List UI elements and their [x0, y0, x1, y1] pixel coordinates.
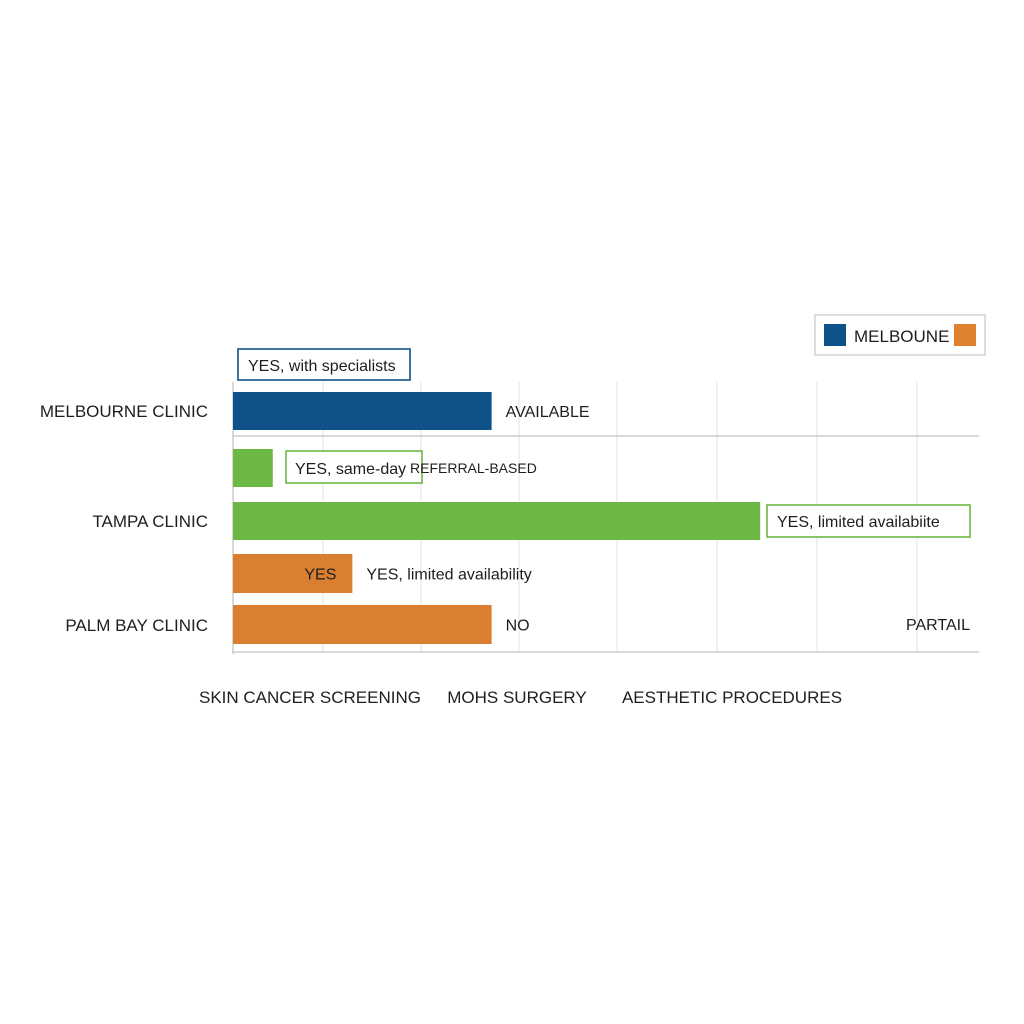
category-labels: MELBOURNE CLINIC TAMPA CLINIC PALM BAY CLI…	[40, 402, 208, 635]
annotations: YES, with specialists YES, same-day REFERR…	[237, 348, 971, 634]
bar-1	[233, 449, 273, 487]
legend: MELBOUNE	[814, 314, 986, 356]
bar-outside-label-3: YES, limited availability	[366, 567, 531, 584]
x-tick-label-1: MOHS SURGERY	[447, 688, 587, 707]
annotation-text-4: PARTAIL	[906, 617, 970, 634]
x-tick-label-0: SKIN CANCER SCREENING	[199, 688, 421, 707]
annotation-text-3: YES, limited availabiite	[777, 514, 940, 531]
bar-outside-label-4: NO	[506, 618, 530, 635]
annotation-text-1: YES, same-day	[295, 461, 406, 478]
bar-3	[233, 554, 353, 593]
category-label-1: TAMPA CLINIC	[92, 512, 208, 531]
bars	[233, 392, 761, 644]
bar-0	[233, 392, 492, 430]
bar-inside-label-3: YES	[304, 567, 336, 584]
annotation-text-0: YES, with specialists	[248, 358, 396, 375]
legend-swatch-orange	[954, 324, 976, 346]
bar-4	[233, 605, 492, 644]
x-tick-labels: SKIN CANCER SCREENING MOHS SURGERY AESTHET…	[199, 688, 842, 707]
annotation-text-2: REFERRAL-BASED	[410, 460, 537, 476]
bar-2	[233, 502, 761, 540]
legend-swatch-melbourne	[824, 324, 846, 346]
annotation-box-1	[285, 450, 423, 484]
category-label-0: MELBOURNE CLINIC	[40, 402, 208, 421]
bar-outside-label-0: AVAILABLE	[506, 404, 590, 421]
bar-labels: AVAILABLE YES YES, limited availability NO	[304, 404, 589, 635]
x-tick-label-2: AESTHETIC PROCEDURES	[622, 688, 842, 707]
category-label-2: PALM BAY CLINIC	[65, 616, 208, 635]
annotation-box-0	[237, 348, 411, 381]
annotation-box-3	[766, 504, 971, 538]
legend-label-melbourne: MELBOUNE	[854, 327, 949, 346]
